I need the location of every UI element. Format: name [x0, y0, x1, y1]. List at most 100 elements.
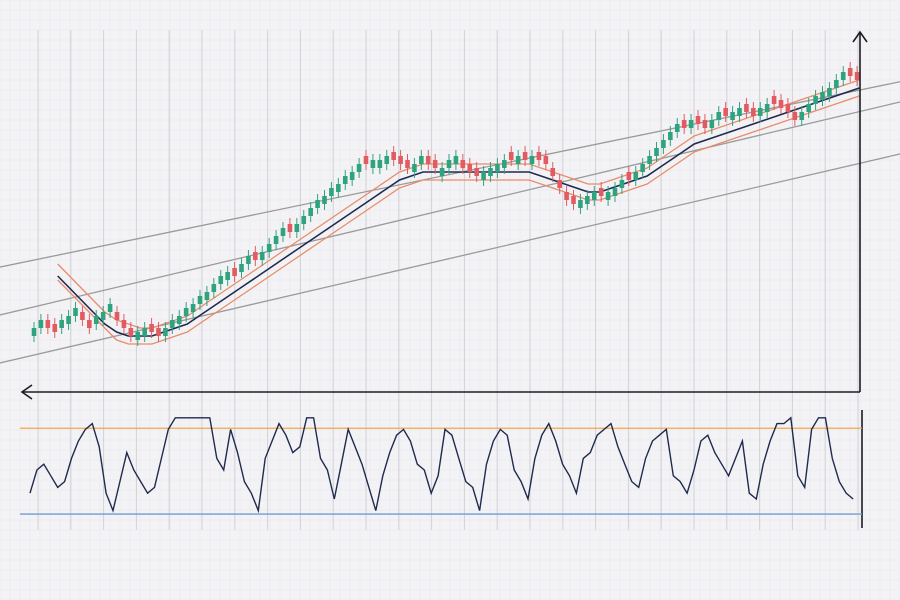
candlesticks [31, 62, 860, 346]
candle-body [349, 172, 355, 180]
candle-body [163, 328, 168, 336]
candle-body [661, 140, 666, 148]
candle-body [723, 108, 728, 116]
candle-body [425, 156, 431, 164]
candle-body [695, 116, 701, 124]
candle-body [702, 120, 708, 128]
candle-body [225, 272, 230, 280]
candle-body [515, 156, 521, 164]
candle-body [502, 160, 507, 168]
candle-body [674, 124, 680, 132]
moving-average [57, 87, 860, 337]
candle-body [571, 196, 576, 204]
candle-body [598, 188, 604, 196]
candle-body [550, 168, 556, 176]
channel-line [0, 81, 900, 268]
candle-body [315, 200, 320, 208]
candle-body [543, 156, 549, 164]
candle-body [778, 100, 784, 108]
candle-body [405, 160, 410, 168]
candle-body [619, 180, 625, 188]
candle-body [834, 80, 839, 88]
candle-body [114, 312, 120, 320]
candle-body [481, 172, 486, 180]
candle-body [412, 164, 417, 172]
candle-body [654, 148, 659, 156]
candle-body [308, 208, 313, 216]
candle-body [709, 120, 715, 128]
candle-body [176, 316, 182, 324]
moving-average-line [57, 87, 860, 337]
candle-body [536, 152, 542, 160]
candle-body [156, 328, 161, 336]
candle-body [142, 328, 147, 336]
candle-body [439, 168, 445, 176]
candle-body [294, 224, 300, 232]
candle-body [121, 320, 127, 328]
candle-body [329, 188, 334, 196]
candle-body [806, 104, 811, 112]
candle-body [785, 104, 791, 112]
candle-body [751, 108, 756, 116]
candle-body [135, 332, 141, 340]
candle-body [336, 184, 341, 192]
candle-body [771, 96, 777, 104]
candle-body [377, 160, 383, 168]
candle-body [820, 92, 825, 100]
candle-body [591, 192, 597, 200]
candle-body [190, 304, 196, 312]
candle-body [854, 72, 860, 80]
candle-body [578, 200, 583, 208]
candle-body [827, 88, 832, 96]
candle-body [93, 316, 99, 324]
envelope-band-line [57, 79, 860, 329]
candle-body [280, 228, 286, 236]
candle-body [681, 120, 687, 128]
candle-body [287, 224, 293, 232]
candle-body [847, 68, 853, 76]
candle-body [764, 104, 770, 112]
candle-body [342, 176, 348, 184]
channel-line [0, 101, 900, 316]
candle-body [266, 244, 272, 252]
candle-body [107, 304, 113, 312]
candle-body [38, 320, 44, 328]
candle-body [557, 180, 562, 188]
candle-body [398, 156, 403, 164]
main-grid [37, 30, 859, 530]
oscillator-line [29, 416, 854, 514]
candle-body [467, 164, 473, 172]
candle-body [799, 112, 805, 120]
main-axes [20, 30, 868, 400]
candle-body [605, 192, 611, 200]
candle-body [840, 72, 846, 80]
candle-body [322, 196, 327, 204]
candle-body [446, 160, 452, 168]
candle-body [52, 324, 58, 332]
candle-body [73, 308, 78, 316]
candle-body [100, 312, 106, 320]
candle-body [432, 160, 438, 168]
candle-body [688, 120, 694, 128]
candle-body [128, 328, 134, 336]
candle-body [647, 156, 652, 164]
envelope-band-line [57, 95, 860, 345]
candle-body [640, 164, 645, 172]
candle-body [419, 156, 424, 164]
candle-body [204, 292, 210, 300]
candle-body [626, 172, 632, 180]
candle-body [273, 236, 279, 244]
candle-body [259, 252, 265, 260]
candle-body [301, 216, 307, 224]
channel-line [0, 153, 900, 364]
candle-body [183, 308, 189, 316]
candle-body [149, 324, 154, 332]
trend-channel [0, 81, 900, 364]
candle-body [170, 320, 175, 328]
candle-body [87, 320, 92, 328]
oscillator-panel [20, 410, 863, 528]
candle-body [813, 96, 818, 104]
candle-body [80, 312, 85, 320]
